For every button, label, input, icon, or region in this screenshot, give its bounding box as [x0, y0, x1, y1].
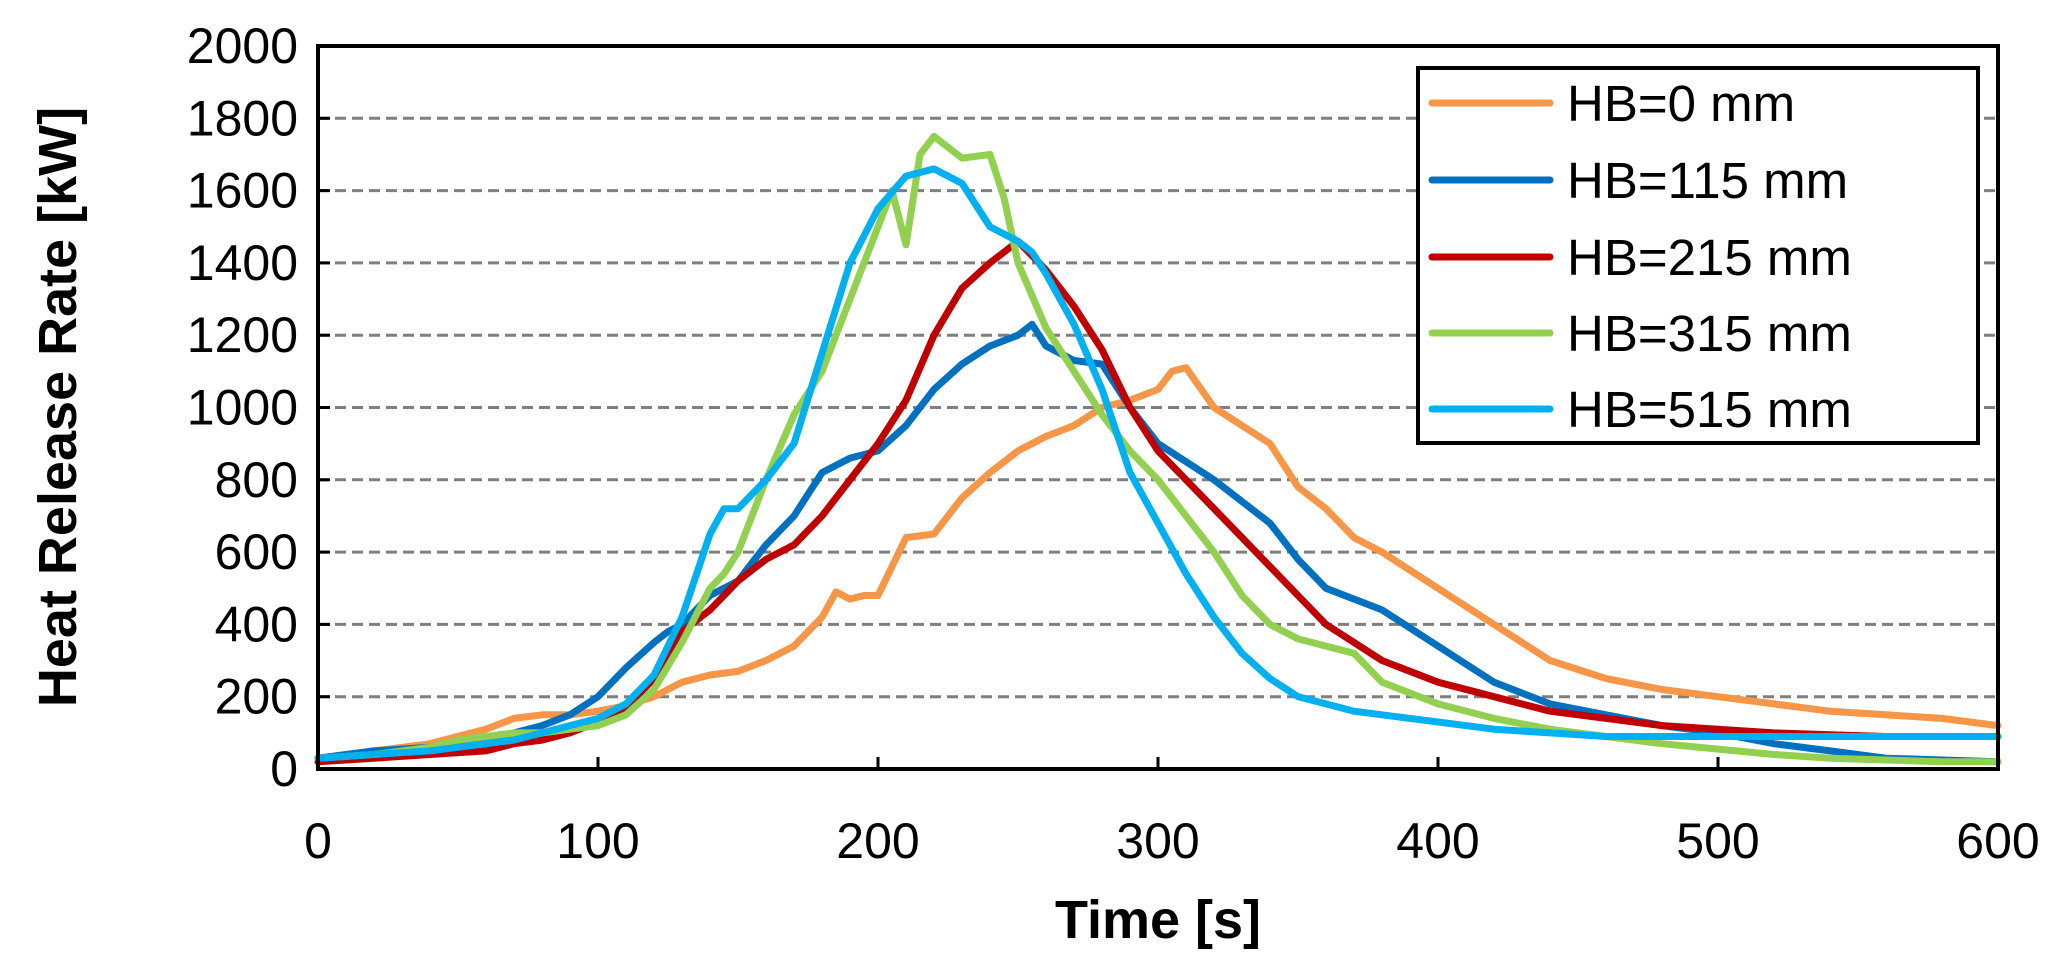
y-tick-label: 1400	[187, 235, 298, 291]
x-axis-title: Time [s]	[1055, 890, 1261, 950]
legend-label: HB=315 mm	[1567, 305, 1852, 362]
x-tick-label: 0	[304, 813, 332, 869]
series-line-hb-315-mm	[314, 132, 2002, 766]
legend-entry: HB=0 mm	[1428, 75, 1795, 132]
series-lines	[314, 132, 2002, 766]
series-line-hb-115-mm	[314, 320, 2002, 766]
legend: HB=0 mm HB=115 mm HB=215 mm HB=315 mm HB=515…	[1416, 66, 1980, 445]
legend-entry: HB=215 mm	[1428, 229, 1852, 286]
y-tick-label: 1000	[187, 380, 298, 436]
y-axis-ticks: 0 200 400 600 800 1000 1200 1400 1600 1800 2000	[187, 18, 330, 797]
legend-label: HB=0 mm	[1567, 75, 1795, 132]
y-tick-label: 1600	[187, 163, 298, 219]
y-tick-label: 200	[215, 669, 298, 725]
x-tick-label: 200	[836, 813, 919, 869]
x-tick-label: 300	[1116, 813, 1199, 869]
legend-entry: HB=115 mm	[1428, 152, 1848, 209]
x-axis-ticks: 0 100 200 300 400 500 600	[304, 757, 2040, 869]
legend-entry: HB=515 mm	[1428, 381, 1852, 438]
legend-entry: HB=315 mm	[1428, 305, 1852, 362]
y-tick-label: 0	[270, 741, 298, 797]
y-axis-title: Heat Release Rate [kW]	[28, 107, 88, 707]
y-tick-label: 400	[215, 596, 298, 652]
y-tick-label: 1800	[187, 90, 298, 146]
y-tick-label: 2000	[187, 18, 298, 74]
x-tick-label: 100	[556, 813, 639, 869]
gridlines	[318, 116, 1998, 699]
y-tick-label: 600	[215, 524, 298, 580]
legend-label: HB=115 mm	[1567, 152, 1848, 209]
y-tick-label: 1200	[187, 307, 298, 363]
legend-label: HB=215 mm	[1567, 229, 1852, 286]
x-tick-label: 600	[1956, 813, 2039, 869]
y-tick-label: 800	[215, 452, 298, 508]
legend-items: HB=0 mm HB=115 mm HB=215 mm HB=315 mm HB=515…	[1428, 75, 1852, 438]
x-tick-label: 400	[1396, 813, 1479, 869]
legend-label: HB=515 mm	[1567, 381, 1852, 438]
x-tick-label: 500	[1676, 813, 1759, 869]
series-line-hb-515-mm	[314, 165, 2002, 762]
